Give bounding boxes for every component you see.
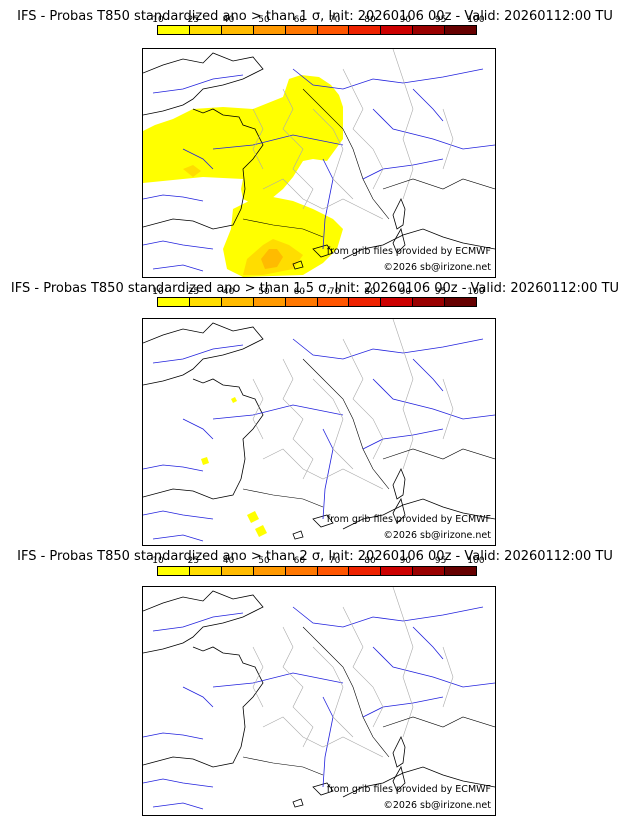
scale-tick-label: 100 <box>467 287 485 297</box>
map-svg <box>143 49 495 277</box>
coastlines <box>143 52 495 270</box>
scale-tick-label: 80 <box>364 15 376 25</box>
scale-swatch <box>253 567 286 575</box>
scale-swatch <box>285 26 318 34</box>
scale-tick-label: 25 <box>187 287 200 297</box>
probability-fill <box>201 397 267 537</box>
scale-swatch <box>349 567 382 575</box>
color-scale-labels: 10 25 40 50 60 70 80 90 95 100 <box>152 287 484 298</box>
scale-swatch <box>317 298 350 306</box>
rivers <box>143 606 495 810</box>
scale-tick-label: 90 <box>399 556 412 566</box>
scale-swatch <box>349 26 382 34</box>
scale-swatch <box>413 298 446 306</box>
source-credit: from grib files provided by ECMWF <box>326 514 491 525</box>
copyright: ©2026 sb@irizone.net <box>383 800 491 811</box>
country-borders <box>242 88 495 238</box>
scale-tick-label: 80 <box>364 287 376 297</box>
scale-tick-label: 10 <box>152 556 164 566</box>
scale-tick-label: 40 <box>222 15 235 25</box>
scale-tick-label: 90 <box>399 15 412 25</box>
scale-tick-label: 10 <box>152 287 164 297</box>
color-scale-bar <box>157 297 477 307</box>
rivers <box>143 68 495 272</box>
copyright: ©2026 sb@irizone.net <box>383 530 491 541</box>
panel-2-sigma: IFS - Probas T850 standardized ano > tha… <box>0 541 630 828</box>
color-scale-bar <box>157 25 477 35</box>
scale-swatch <box>445 567 477 575</box>
copyright: ©2026 sb@irizone.net <box>383 262 491 273</box>
scale-tick-label: 50 <box>258 287 270 297</box>
map-frame: from grib files provided by ECMWF ©2026 … <box>142 586 496 816</box>
scale-swatch <box>221 567 254 575</box>
map-svg <box>143 319 495 542</box>
scale-swatch <box>158 567 190 575</box>
scale-swatch <box>189 298 222 306</box>
scale-swatch <box>189 567 222 575</box>
scale-tick-label: 40 <box>222 287 235 297</box>
rivers <box>143 338 495 542</box>
panel-1-sigma: IFS - Probas T850 standardized ano > tha… <box>0 0 630 278</box>
scale-tick-label: 60 <box>293 287 306 297</box>
scale-tick-label: 100 <box>467 556 485 566</box>
scale-swatch <box>317 26 350 34</box>
scale-tick-label: 95 <box>434 556 447 566</box>
scale-tick-label: 60 <box>293 15 306 25</box>
scale-swatch <box>349 298 382 306</box>
country-borders <box>242 358 495 508</box>
panel-title: IFS - Probas T850 standardized ano > tha… <box>10 281 620 296</box>
borders <box>252 49 454 220</box>
scale-tick-label: 60 <box>293 556 306 566</box>
scale-tick-label: 25 <box>187 556 200 566</box>
scale-tick-label: 50 <box>258 15 270 25</box>
scale-swatch <box>381 567 414 575</box>
scale-tick-label: 10 <box>152 15 164 25</box>
scale-tick-label: 80 <box>364 556 376 566</box>
scale-swatch <box>221 298 254 306</box>
scale-tick-label: 70 <box>328 15 341 25</box>
scale-tick-label: 100 <box>467 15 485 25</box>
country-borders <box>242 626 495 776</box>
scale-swatch <box>253 298 286 306</box>
map-frame: from grib files provided by ECMWF ©2026 … <box>142 48 496 278</box>
scale-swatch <box>189 26 222 34</box>
borders <box>252 587 454 758</box>
map-frame: from grib files provided by ECMWF ©2026 … <box>142 318 496 546</box>
scale-tick-label: 70 <box>328 556 341 566</box>
scale-swatch <box>253 26 286 34</box>
scale-tick-label: 70 <box>328 287 341 297</box>
scale-swatch <box>413 26 446 34</box>
map-svg <box>143 587 495 810</box>
panel-1-5-sigma: IFS - Probas T850 standardized ano > tha… <box>0 272 630 547</box>
scale-swatch <box>413 567 446 575</box>
scale-swatch <box>158 26 190 34</box>
coastlines <box>143 590 495 808</box>
scale-tick-label: 95 <box>434 15 447 25</box>
scale-tick-label: 25 <box>187 15 200 25</box>
source-credit: from grib files provided by ECMWF <box>326 246 491 257</box>
scale-swatch <box>221 26 254 34</box>
borders <box>252 319 454 490</box>
source-credit: from grib files provided by ECMWF <box>326 784 491 795</box>
scale-tick-label: 95 <box>434 287 447 297</box>
scale-tick-label: 50 <box>258 556 270 566</box>
scale-swatch <box>158 298 190 306</box>
scale-swatch <box>285 298 318 306</box>
coastlines <box>143 322 495 540</box>
scale-swatch <box>285 567 318 575</box>
scale-tick-label: 40 <box>222 556 235 566</box>
color-scale-labels: 10 25 40 50 60 70 80 90 95 100 <box>152 15 484 26</box>
scale-swatch <box>317 567 350 575</box>
scale-swatch <box>381 26 414 34</box>
probability-fill <box>143 75 343 277</box>
panel-title: IFS - Probas T850 standardized ano > tha… <box>17 549 613 564</box>
scale-swatch <box>445 298 477 306</box>
color-scale-labels: 10 25 40 50 60 70 80 90 95 100 <box>152 556 484 567</box>
scale-swatch <box>381 298 414 306</box>
scale-tick-label: 90 <box>399 287 412 297</box>
panel-title: IFS - Probas T850 standardized ano > tha… <box>17 9 613 24</box>
scale-swatch <box>445 26 477 34</box>
color-scale-bar <box>157 566 477 576</box>
